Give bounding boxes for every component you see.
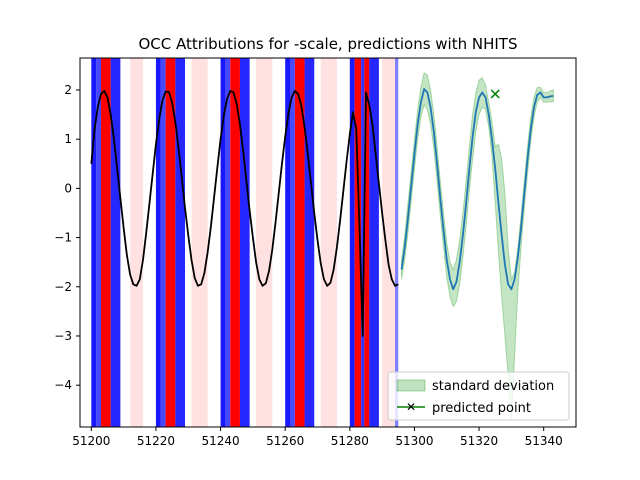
legend-point-marker: ✕: [406, 400, 416, 414]
y-tick-label-1: 1: [64, 132, 72, 146]
attribution-span-16: [290, 58, 295, 427]
attribution-span-18: [304, 58, 315, 427]
plot-frame: [79, 57, 577, 428]
std-band-layer: [401, 71, 554, 420]
attribution-span-23: [364, 58, 370, 427]
attribution-span-24: [369, 58, 379, 427]
attribution-span-13: [239, 58, 250, 427]
x-tick-label-5: 51300: [395, 434, 433, 448]
attribution-span-22: [361, 58, 365, 427]
x-axis: 51200 51220 51240 51260 51280 51300 51320 51340: [72, 427, 563, 448]
x-tick-label-0: 51200: [72, 434, 110, 448]
legend-point-label: predicted point: [432, 401, 531, 416]
attribution-span-26: [395, 58, 399, 427]
history-line: [90, 90, 399, 337]
y-tick-label-4: −2: [54, 280, 72, 294]
attribution-span-2: [101, 58, 111, 427]
predicted-point-stroke-b: [490, 89, 500, 99]
attribution-span-20: [349, 58, 355, 427]
attribution-span-9: [191, 58, 208, 427]
attribution-span-15: [285, 58, 291, 427]
predicted-point: [490, 89, 500, 99]
attribution-span-12: [230, 58, 240, 427]
marker-layer: [490, 89, 500, 99]
attribution-span-19: [320, 58, 337, 427]
attribution-spans: [91, 58, 399, 427]
forecast-line: [400, 88, 554, 291]
attribution-span-0: [91, 58, 97, 427]
attribution-span-11: [225, 58, 231, 427]
attribution-span-25: [382, 58, 396, 427]
attribution-span-8: [175, 58, 186, 427]
legend: standard deviation ✕ predicted point: [387, 371, 570, 421]
legend-std-swatch: [396, 379, 426, 392]
series-lines: [90, 88, 554, 337]
attribution-span-6: [160, 58, 166, 427]
x-tick-label-4: 51280: [331, 434, 369, 448]
attribution-span-7: [165, 58, 176, 427]
attribution-span-17: [294, 58, 305, 427]
x-tick-label-2: 51240: [201, 434, 239, 448]
y-tick-label-3: −1: [54, 231, 72, 245]
attribution-span-10: [220, 58, 226, 427]
y-axis: 2 1 0 −1 −2 −3 −4: [54, 83, 80, 392]
attribution-span-3: [110, 58, 121, 427]
legend-box: [387, 371, 570, 421]
attribution-span-4: [130, 58, 144, 427]
x-tick-label-7: 51340: [525, 434, 563, 448]
attribution-span-5: [155, 58, 161, 427]
y-tick-label-2: 0: [64, 181, 72, 195]
x-tick-label-1: 51220: [137, 434, 175, 448]
attribution-span-14: [256, 58, 273, 427]
chart-title: OCC Attributions for -scale, predictions…: [139, 35, 518, 53]
attribution-span-1: [96, 58, 102, 427]
x-tick-label-3: 51260: [266, 434, 304, 448]
attribution-span-21: [354, 58, 362, 427]
y-tick-label-5: −3: [54, 329, 72, 343]
legend-std-label: standard deviation: [432, 379, 554, 394]
std-band: [401, 71, 554, 420]
y-tick-label-0: 2: [64, 83, 72, 97]
x-tick-label-6: 51320: [460, 434, 498, 448]
y-tick-label-6: −4: [54, 378, 72, 392]
